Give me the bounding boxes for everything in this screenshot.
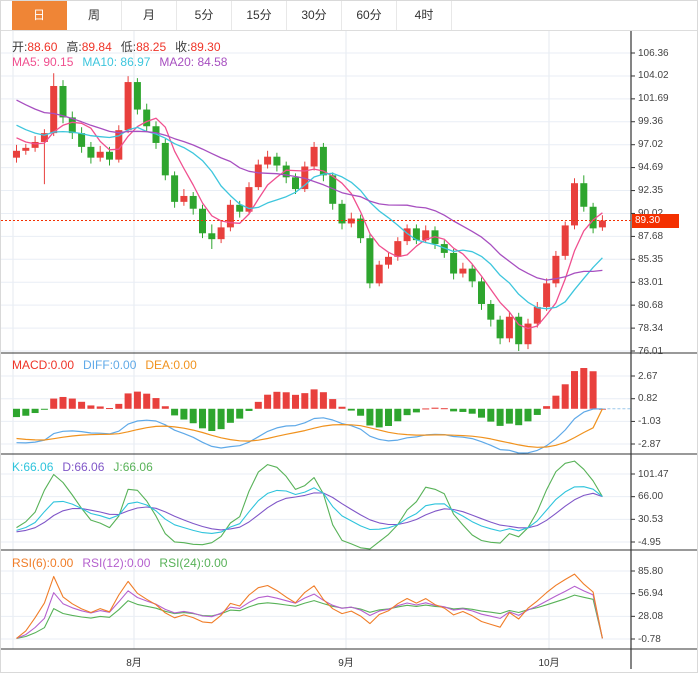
y-axis-label: 101.69 [638,93,669,105]
y-axis-label: 87.68 [638,230,664,242]
ma-legend-item: MA10: 86.97 [82,55,151,69]
ohlc-legend: 开:88.60 高:89.84 低:88.25 收:89.30 [12,38,221,55]
y-axis-label: -4.95 [638,536,661,548]
macd-legend: MACD:0.00 DIFF:0.00 DEA:0.00 [12,358,197,372]
tab-周[interactable]: 周 [67,1,122,30]
y-axis-label: -0.78 [638,633,661,645]
y-axis-label: 92.35 [638,185,664,197]
y-axis-label: 0.82 [638,393,658,405]
ma-legend: MA5: 90.15 MA10: 86.97 MA20: 84.58 [12,55,227,69]
ohlc-item: 收:89.30 [175,40,221,54]
y-axis-label: -1.03 [638,415,661,427]
macd-legend-item: DEA:0.00 [145,358,197,372]
tab-日[interactable]: 日 [12,1,67,30]
rsi-legend: RSI(6):0.00 RSI(12):0.00 RSI(24):0.00 [12,556,227,570]
tab-4时[interactable]: 4时 [397,1,452,30]
kdj-legend-item: K:66.06 [12,460,54,474]
ohlc-item: 开:88.60 [12,40,58,54]
y-axis-label: 94.69 [638,162,664,174]
ma-legend-item: MA5: 90.15 [12,55,74,69]
x-axis-label: 8月 [126,658,142,669]
tab-60分[interactable]: 60分 [342,1,397,30]
tab-15分[interactable]: 15分 [232,1,287,30]
kdj-legend-item: D:66.06 [62,460,105,474]
y-axis-label: 80.68 [638,299,664,311]
y-axis-label: 76.01 [638,345,664,357]
y-axis-label: 101.47 [638,468,669,480]
y-axis-label: 97.02 [638,139,664,151]
last-price-tag: 89.30 [632,213,679,228]
kdj-legend: K:66.06 D:66.06 J:66.06 [12,460,153,474]
y-axis-label: -2.87 [638,438,661,450]
y-axis-label: 90.02 [638,208,663,219]
y-axis-label: 85.35 [638,253,664,265]
macd-legend-item: DIFF:0.00 [83,358,137,372]
y-axis-label: 83.01 [638,276,664,288]
y-axis-label: 106.36 [638,47,669,59]
y-axis-label: 28.08 [638,610,664,622]
macd-legend-item: MACD:0.00 [12,358,75,372]
tab-5分[interactable]: 5分 [177,1,232,30]
interval-toolbar: 日周月 5分 15分 30分 60分 4时 [1,1,697,31]
rsi-legend-item: RSI(6):0.00 [12,556,74,570]
x-axis-label: 9月 [338,658,354,669]
y-axis-label: 85.80 [638,565,664,577]
y-axis-label: 66.00 [638,491,664,503]
ohlc-item: 高:89.84 [66,40,112,54]
y-axis-label: 104.02 [638,70,669,82]
x-axis-label: 10月 [538,658,560,669]
tab-月[interactable]: 月 [122,1,177,30]
y-axis-label: 78.34 [638,322,664,334]
y-axis-label: 30.53 [638,513,664,525]
kdj-legend-item: J:66.06 [113,460,153,474]
tab-30分[interactable]: 30分 [287,1,342,30]
rsi-legend-item: RSI(12):0.00 [82,556,151,570]
ma-legend-item: MA20: 84.58 [159,55,228,69]
ohlc-item: 低:88.25 [120,40,167,54]
y-axis-label: 2.67 [638,370,658,382]
rsi-legend-item: RSI(24):0.00 [159,556,228,570]
y-axis-label: 99.36 [638,116,664,128]
y-axis-label: 56.94 [638,588,664,600]
